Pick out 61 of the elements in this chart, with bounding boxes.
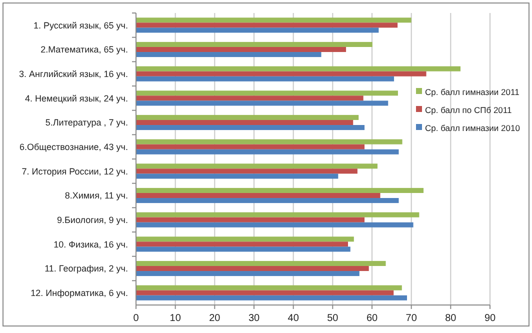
y-tick-label: 7. История России, 12 уч. <box>22 166 128 176</box>
x-tick-label: 20 <box>209 313 221 324</box>
bar <box>136 52 322 58</box>
bar <box>136 164 378 169</box>
bar <box>136 246 350 252</box>
y-tick-label: 10. Физика, 16 уч. <box>54 239 128 250</box>
bar <box>136 188 424 193</box>
bar <box>136 114 359 120</box>
y-tick-label: 6.Обществознание, 43 уч. <box>20 142 128 152</box>
bar <box>136 76 394 82</box>
bar <box>136 192 380 198</box>
bar <box>136 66 460 72</box>
bar <box>136 271 360 276</box>
bar <box>136 174 338 179</box>
y-tick-label: 12. Информатика, 6 уч. <box>30 288 128 298</box>
bar <box>136 28 379 33</box>
x-tick-label: 0 <box>133 313 140 324</box>
bar <box>136 125 365 130</box>
y-tick-label: 8.Химия, 11 уч. <box>64 190 128 201</box>
legend-label: Ср. балл по СПб 2011 <box>425 104 512 115</box>
bar <box>136 42 372 47</box>
x-tick-label: 90 <box>484 313 496 324</box>
y-tick-label: 2.Математика, 65 уч. <box>40 44 128 55</box>
bar <box>136 260 386 266</box>
bar <box>136 266 369 272</box>
x-tick-label: 50 <box>327 313 339 324</box>
legend-label: Ср. балл гимназии 2011 <box>425 86 520 97</box>
legend-label: Ср. балл гимназии 2010 <box>425 122 520 133</box>
bar <box>136 71 426 76</box>
bar <box>136 198 399 204</box>
bar <box>136 46 346 52</box>
x-tick-label: 80 <box>445 313 457 324</box>
bar <box>136 100 388 106</box>
y-tick-label: 4. Немецкий язык, 24 уч. <box>25 93 128 104</box>
bar <box>136 120 354 126</box>
bar <box>136 290 394 296</box>
bar <box>136 22 398 28</box>
bar <box>136 222 414 228</box>
x-tick-label: 60 <box>366 313 378 324</box>
bar <box>136 285 402 290</box>
bar <box>136 236 354 242</box>
y-tick-label: 9.Биология, 9 уч. <box>57 214 128 225</box>
bar <box>136 168 358 174</box>
y-tick-label: 5.Литература , 7 уч. <box>45 118 128 128</box>
y-tick-label: 1. Русский язык, 65 уч. <box>33 20 128 30</box>
bar <box>136 96 364 101</box>
x-tick-label: 10 <box>170 313 182 324</box>
y-tick-label: 3. Английский язык, 16 уч. <box>19 68 128 79</box>
x-tick-label: 70 <box>406 313 418 324</box>
y-tick-label: 11. География, 2 уч. <box>44 264 128 274</box>
x-tick-label: 40 <box>288 313 300 324</box>
bar <box>136 212 420 218</box>
bar <box>136 90 398 96</box>
bar <box>136 149 399 154</box>
bar <box>136 144 365 150</box>
bar <box>136 139 402 144</box>
bar <box>136 217 365 222</box>
bar <box>136 295 408 300</box>
x-tick-label: 30 <box>248 313 260 324</box>
bar <box>136 18 412 23</box>
bar <box>136 242 348 247</box>
